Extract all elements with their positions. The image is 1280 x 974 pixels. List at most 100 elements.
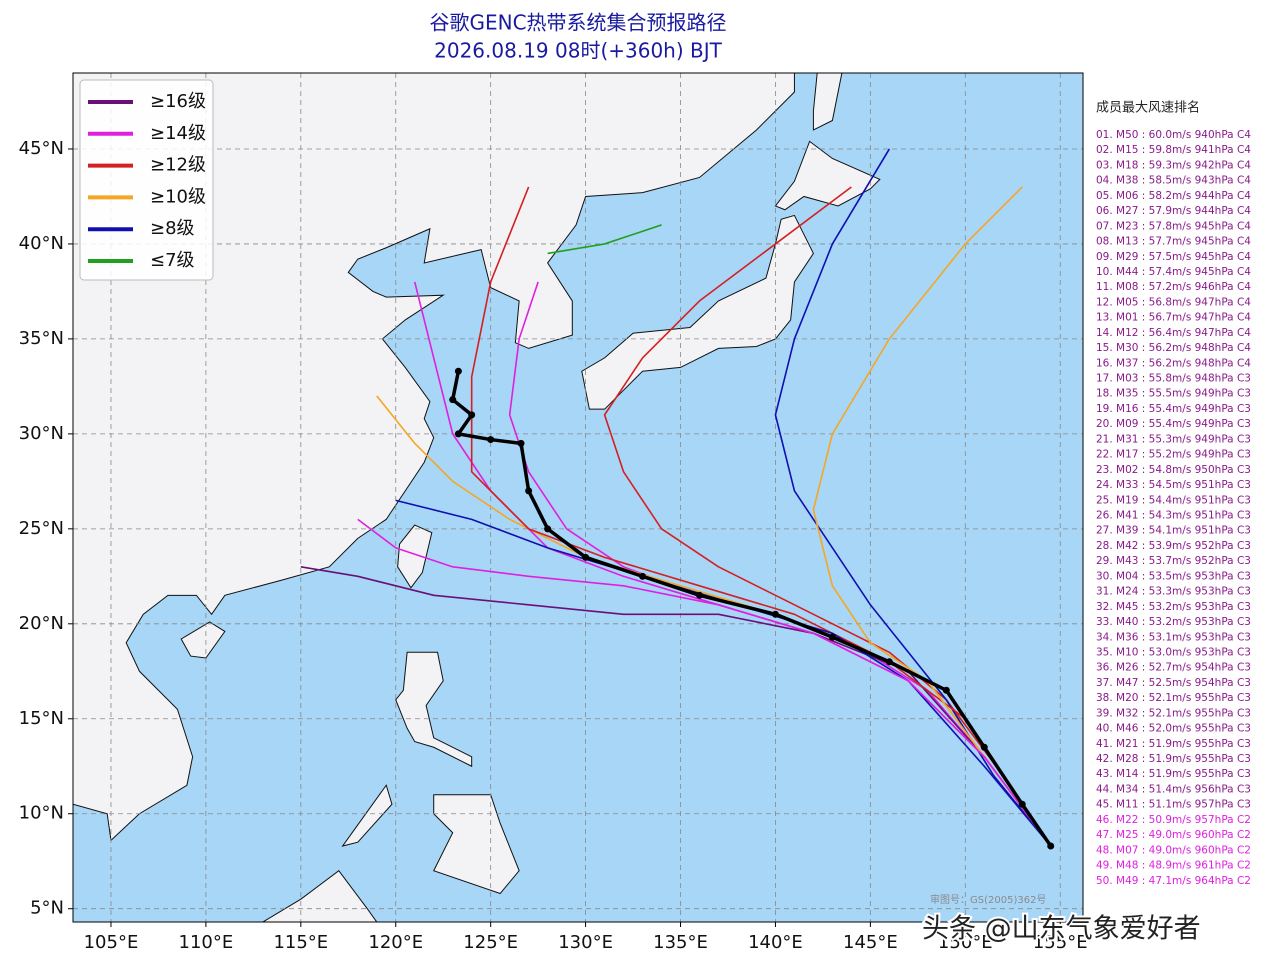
- ranking-list: 01. M50 : 60.0m/s 940hPa C4 02. M15 : 59.…: [1096, 129, 1251, 887]
- track: [470, 186, 1052, 847]
- ranking-entry: 45. M11 : 51.1m/s 957hPa C3: [1096, 799, 1251, 811]
- ranking-entry: 36. M26 : 52.7m/s 954hPa C3: [1096, 662, 1251, 674]
- ranking-entry: 02. M15 : 59.8m/s 941hPa C4: [1096, 144, 1251, 156]
- lat-tick-label: 25°N: [19, 518, 64, 539]
- ranking-entry: 06. M27 : 57.9m/s 944hPa C4: [1096, 205, 1251, 217]
- ranking-entry: 27. M39 : 54.1m/s 951hPa C3: [1096, 525, 1251, 537]
- lat-tick-label: 20°N: [19, 613, 64, 634]
- mean-track-point: [771, 610, 779, 618]
- ranking-entry: 30. M04 : 53.5m/s 953hPa C3: [1096, 570, 1251, 582]
- ranking-entry: 39. M32 : 52.1m/s 955hPa C3: [1096, 707, 1251, 719]
- ranking-entry: 16. M37 : 56.2m/s 948hPa C4: [1096, 357, 1251, 369]
- ranking-entry: 26. M41 : 54.3m/s 951hPa C3: [1096, 510, 1251, 522]
- ranking-entry: 40. M46 : 52.0m/s 955hPa C3: [1096, 723, 1251, 735]
- mean-track-point: [525, 487, 533, 495]
- ranking-entry: 14. M12 : 56.4m/s 947hPa C4: [1096, 327, 1251, 339]
- ranking-title: 成员最大风速排名: [1096, 100, 1200, 116]
- ranking-entry: 44. M34 : 51.4m/s 956hPa C3: [1096, 783, 1251, 795]
- mean-track-point: [1018, 800, 1026, 808]
- mean-track-point: [942, 686, 950, 694]
- ranking-entry: 07. M23 : 57.8m/s 945hPa C4: [1096, 220, 1251, 232]
- ranking-entry: 48. M07 : 49.0m/s 960hPa C2: [1096, 844, 1251, 856]
- landmass: [774, 140, 881, 211]
- track: [357, 518, 1052, 847]
- credit-note: 审图号：GS(2005)362号: [930, 893, 1046, 906]
- legend-label: ≥12级: [150, 155, 206, 176]
- title: 谷歌GENC热带系统集合预报路径: [429, 11, 726, 35]
- lon-tick-label: 120°E: [368, 932, 423, 953]
- track: [547, 224, 662, 255]
- lat-tick-label: 30°N: [19, 423, 64, 444]
- mean-track-point: [454, 367, 462, 375]
- lat-tick-label: 5°N: [30, 898, 64, 919]
- landmass: [812, 73, 843, 131]
- ranking-entry: 34. M36 : 53.1m/s 953hPa C3: [1096, 631, 1251, 643]
- plot-frame: [72, 72, 1084, 923]
- mean-track-point: [517, 439, 525, 447]
- lon-tick-label: 115°E: [273, 932, 328, 953]
- lon-tick-label: 140°E: [748, 932, 803, 953]
- ranking-entry: 03. M18 : 59.3m/s 942hPa C4: [1096, 159, 1251, 171]
- ranking-entry: 12. M05 : 56.8m/s 947hPa C4: [1096, 296, 1251, 308]
- mean-track-point: [639, 572, 647, 580]
- ranking-entry: 47. M25 : 49.0m/s 960hPa C2: [1096, 829, 1251, 841]
- lon-tick-label: 135°E: [653, 932, 708, 953]
- track: [774, 148, 1052, 847]
- track: [603, 186, 1052, 847]
- ranking-entry: 42. M28 : 51.9m/s 955hPa C3: [1096, 753, 1251, 765]
- ranking-entry: 50. M49 : 47.1m/s 964hPa C2: [1096, 875, 1251, 887]
- ranking-entry: 25. M19 : 54.4m/s 951hPa C3: [1096, 494, 1251, 506]
- ranking-entry: 19. M16 : 55.4m/s 949hPa C3: [1096, 403, 1251, 415]
- mean-track-point: [696, 591, 704, 599]
- landmass: [341, 784, 393, 847]
- ranking-entry: 01. M50 : 60.0m/s 940hPa C4: [1096, 129, 1251, 141]
- legend: ≥16级 ≥14级 ≥12级 ≥10级 ≥8级 ≤7级: [88, 91, 206, 271]
- lon-tick-label: 155°E: [1033, 932, 1088, 953]
- ranking-entry: 46. M22 : 50.9m/s 957hPa C2: [1096, 814, 1251, 826]
- ranking-entry: 38. M20 : 52.1m/s 955hPa C3: [1096, 692, 1251, 704]
- mean-track-point: [487, 436, 495, 444]
- lon-tick-label: 130°E: [558, 932, 613, 953]
- lat-tick-label: 35°N: [19, 328, 64, 349]
- lon-tick-label: 105°E: [84, 932, 139, 953]
- legend-label: ≤7级: [150, 250, 195, 271]
- ranking-entry: 17. M03 : 55.8m/s 948hPa C3: [1096, 373, 1251, 385]
- ranking-entry: 29. M43 : 53.7m/s 952hPa C3: [1096, 555, 1251, 567]
- legend-label: ≥8级: [150, 218, 195, 239]
- mean-track-point: [885, 658, 893, 666]
- lat-tick-label: 15°N: [19, 708, 64, 729]
- lon-tick-label: 145°E: [843, 932, 898, 953]
- ranking-entry: 37. M47 : 52.5m/s 954hPa C3: [1096, 677, 1251, 689]
- ranking-entry: 35. M10 : 53.0m/s 953hPa C3: [1096, 646, 1251, 658]
- ranking-entry: 05. M06 : 58.2m/s 944hPa C4: [1096, 190, 1251, 202]
- lon-tick-label: 150°E: [938, 932, 993, 953]
- ranking-entry: 24. M33 : 54.5m/s 951hPa C3: [1096, 479, 1251, 491]
- ranking-entry: 22. M17 : 55.2m/s 949hPa C3: [1096, 449, 1251, 461]
- ranking-entry: 18. M35 : 55.5m/s 949hPa C3: [1096, 388, 1251, 400]
- ranking-entry: 08. M13 : 57.7m/s 945hPa C4: [1096, 236, 1251, 248]
- grid: [73, 73, 1083, 922]
- lon-tick-label: 110°E: [179, 932, 234, 953]
- ranking-entry: 33. M40 : 53.2m/s 953hPa C3: [1096, 616, 1251, 628]
- ranking-entry: 11. M08 : 57.2m/s 946hPa C4: [1096, 281, 1251, 293]
- ticks: 105°E 110°E 115°E 120°E 125°E 130°E 135°E 140°E…: [19, 138, 1088, 953]
- legend-label: ≥16级: [150, 91, 206, 112]
- track: [450, 370, 1053, 848]
- track: [300, 566, 1052, 847]
- mean-track-point: [828, 633, 836, 641]
- mean-track-point: [544, 525, 552, 533]
- ranking-entry: 21. M31 : 55.3m/s 949hPa C3: [1096, 433, 1251, 445]
- legend-label: ≥14级: [150, 123, 206, 144]
- mean-track-point: [468, 411, 476, 419]
- landmass: [261, 870, 378, 922]
- ranking-entry: 15. M30 : 56.2m/s 948hPa C4: [1096, 342, 1251, 354]
- landmass: [180, 621, 226, 659]
- ranking-entry: 13. M01 : 56.7m/s 947hPa C4: [1096, 312, 1251, 324]
- mean-track-point: [980, 743, 988, 751]
- ranking-entry: 10. M44 : 57.4m/s 945hPa C4: [1096, 266, 1251, 278]
- ranking-entry: 43. M14 : 51.9m/s 955hPa C3: [1096, 768, 1251, 780]
- mean-track-point: [449, 396, 457, 404]
- ranking-entry: 41. M21 : 51.9m/s 955hPa C3: [1096, 738, 1251, 750]
- ranking-entry: 09. M29 : 57.5m/s 945hPa C4: [1096, 251, 1251, 263]
